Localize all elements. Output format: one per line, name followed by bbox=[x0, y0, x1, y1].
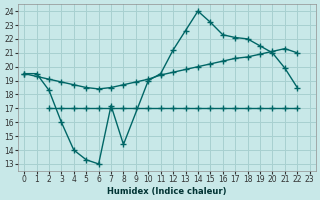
X-axis label: Humidex (Indice chaleur): Humidex (Indice chaleur) bbox=[107, 187, 227, 196]
